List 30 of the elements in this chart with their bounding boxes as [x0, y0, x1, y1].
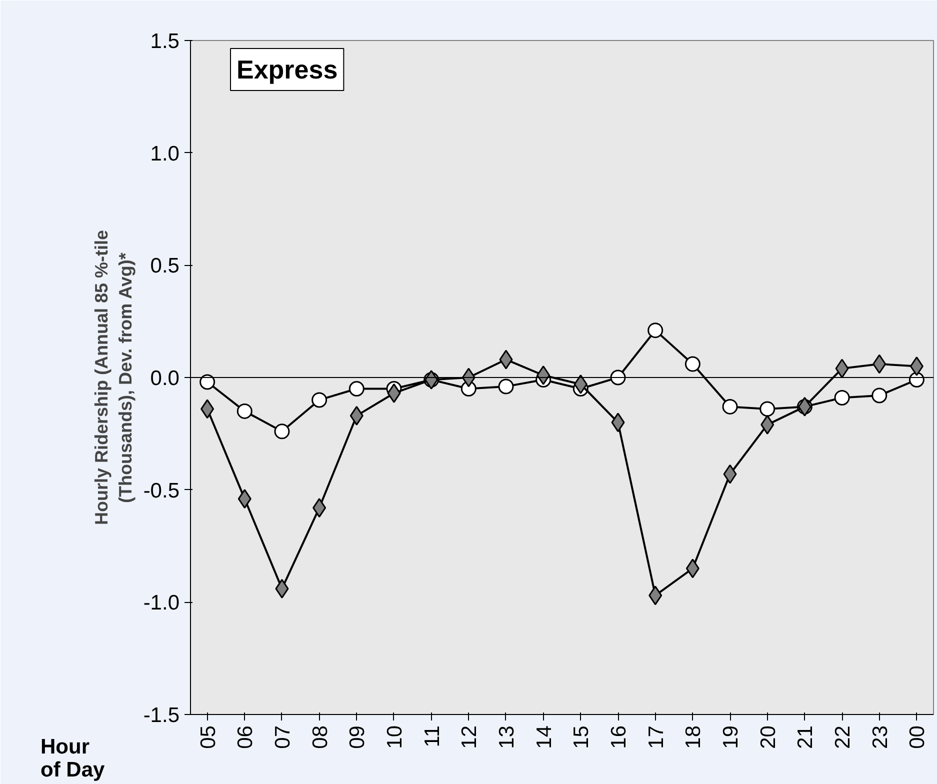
x-tick-label: 13 — [495, 726, 518, 749]
x-tick-label: 10 — [383, 726, 406, 749]
x-tick-label: 16 — [608, 726, 631, 749]
x-tick-label: 20 — [756, 726, 780, 749]
x-tick-label: 19 — [720, 726, 743, 749]
x-tick-label: 07 — [271, 726, 294, 749]
x-tick-label: 06 — [234, 726, 258, 749]
text: Express — [236, 54, 338, 84]
x-tick-label: 08 — [308, 726, 332, 749]
y-tick-label: 0.0 — [150, 367, 180, 390]
x-tick-label: 22 — [832, 726, 855, 749]
x-tick-label: 14 — [532, 725, 556, 749]
x-tick-label: 17 — [644, 726, 668, 749]
x-tick-label: 12 — [458, 726, 482, 749]
y-tick-label: 0.5 — [150, 254, 180, 278]
y-axis-title: Hourly Ridership (Annual 85 %-tile (Thousands), Dev. from Avg)* — [91, 230, 136, 526]
x-tick-label: 18 — [682, 726, 706, 749]
x-tick-label: 15 — [570, 726, 594, 749]
y-tick-label: 1.0 — [150, 142, 180, 166]
x-tick-label: 21 — [794, 726, 818, 749]
y-tick-label: -1.0 — [143, 592, 180, 615]
x-tick-label: 09 — [346, 726, 370, 749]
text: Hour of Day — [40, 736, 105, 782]
x-tick-label: 00 — [906, 726, 930, 749]
x-tick-label: 11 — [420, 725, 444, 748]
y-tick-label: -0.5 — [143, 479, 180, 502]
y-tick-label: -1.5 — [143, 704, 180, 727]
x-tick-label: 05 — [196, 726, 220, 749]
y-tick-label: 1.5 — [150, 30, 180, 53]
x-tick-label: 23 — [868, 726, 892, 749]
